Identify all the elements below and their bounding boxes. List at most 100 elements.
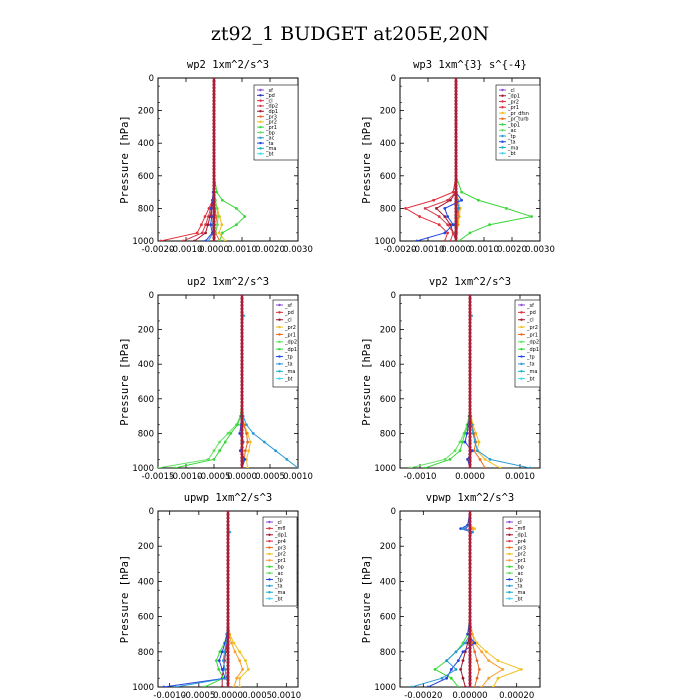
series-point — [496, 659, 500, 662]
series-point — [158, 466, 160, 468]
legend-label: _ac — [514, 571, 524, 577]
zero-profile-marker — [468, 537, 472, 541]
zero-profile-marker — [468, 590, 472, 594]
series-point — [461, 527, 465, 530]
zero-profile-marker — [212, 95, 216, 100]
zero-profile-marker — [468, 438, 472, 442]
panels-group: wp2 1xm^2/s^3 Pressure [hPa] 0 200 400 600 800… — [119, 59, 555, 700]
zero-profile-marker — [468, 314, 472, 318]
series-point — [477, 668, 481, 671]
zero-profile-marker — [240, 314, 244, 318]
series-point — [443, 457, 447, 461]
series-point — [174, 685, 177, 687]
series-point — [470, 527, 474, 530]
zero-profile-marker — [468, 511, 472, 513]
legend-marker — [501, 106, 504, 109]
series-point — [480, 685, 484, 687]
y-tick-label: 600 — [380, 395, 396, 405]
zero-profile-marker — [226, 519, 230, 524]
zero-profile-marker — [468, 597, 472, 601]
zero-profile-marker — [468, 414, 472, 418]
zero-profile-marker — [212, 138, 216, 142]
zero-profile-marker — [240, 462, 244, 467]
zero-profile-marker — [454, 89, 458, 93]
zero-profile-marker — [454, 206, 458, 210]
zero-profile-marker — [226, 562, 230, 566]
zero-profile-marker — [226, 537, 230, 541]
zero-profile-marker — [468, 636, 472, 640]
zero-profile-marker — [468, 523, 472, 527]
zero-profile-marker — [454, 167, 458, 171]
series-point — [217, 659, 221, 662]
zero-profile-marker — [468, 534, 472, 538]
legend-label: _dp2 — [265, 104, 278, 110]
series-point — [445, 676, 449, 680]
panel-2: wp3 1xm^{3} s^{-4} Pressure [hPa] 0 200 400 6… — [361, 59, 555, 255]
series-point — [245, 432, 248, 435]
series-point — [446, 215, 449, 218]
series-point — [218, 239, 221, 241]
zero-profile-marker — [226, 653, 230, 657]
zero-profile-marker — [226, 646, 230, 650]
series-point — [477, 440, 481, 444]
zero-profile-marker — [454, 78, 458, 80]
zero-profile-marker — [468, 386, 472, 391]
series-point — [244, 659, 247, 662]
zero-profile-marker — [212, 226, 216, 230]
zero-profile-marker — [240, 295, 244, 297]
legend-marker — [508, 565, 511, 568]
zero-profile-marker — [212, 170, 216, 175]
legend-marker — [508, 578, 511, 581]
y-tick-label: 800 — [138, 204, 154, 214]
zero-profile-marker — [240, 466, 244, 468]
series-point — [159, 239, 163, 241]
series-point — [200, 223, 203, 227]
y-tick-label: 800 — [380, 429, 396, 439]
y-tick-label: 800 — [380, 204, 396, 214]
zero-profile-marker — [212, 200, 216, 204]
series-point — [460, 198, 463, 202]
series-point — [247, 668, 250, 671]
legend-label: _dp1 — [265, 109, 278, 115]
zero-profile-marker — [468, 607, 472, 612]
series-point — [449, 239, 452, 241]
series-point — [449, 223, 452, 227]
series-point — [243, 457, 247, 461]
zero-profile-marker — [468, 629, 472, 633]
zero-profile-marker — [468, 442, 472, 446]
series-point — [487, 659, 491, 662]
zero-profile-marker — [468, 300, 472, 304]
zero-profile-marker — [226, 583, 230, 587]
y-tick-label: 200 — [380, 542, 396, 552]
zero-profile-marker — [226, 586, 230, 591]
legend-label: _sf — [284, 303, 292, 309]
zero-profile-marker — [454, 79, 458, 83]
zero-profile-marker — [468, 639, 472, 643]
zero-profile-marker — [240, 404, 244, 408]
zero-profile-marker — [468, 551, 472, 555]
zero-profile-marker — [226, 511, 230, 513]
zero-profile-marker — [468, 334, 472, 339]
series-point — [456, 685, 460, 687]
zero-profile-marker — [212, 174, 216, 178]
legend-marker — [501, 140, 504, 143]
zero-profile-marker — [454, 210, 458, 214]
zero-profile-marker — [226, 534, 230, 538]
legend-marker — [508, 527, 511, 530]
zero-profile-marker — [212, 216, 216, 220]
zero-profile-marker — [240, 328, 244, 332]
legend-marker — [501, 129, 504, 132]
series-point — [483, 457, 487, 461]
zero-profile-marker — [226, 629, 230, 633]
legend-label: _ma — [526, 369, 537, 375]
series-point — [221, 231, 224, 235]
series-point — [488, 457, 492, 461]
y-tick-label: 1000 — [374, 683, 396, 693]
legend-marker — [259, 104, 262, 108]
legend-marker — [278, 333, 281, 336]
zero-profile-marker — [212, 161, 216, 165]
zero-profile-marker — [240, 452, 244, 456]
zero-profile-marker — [212, 190, 216, 194]
zero-profile-marker — [468, 359, 472, 363]
